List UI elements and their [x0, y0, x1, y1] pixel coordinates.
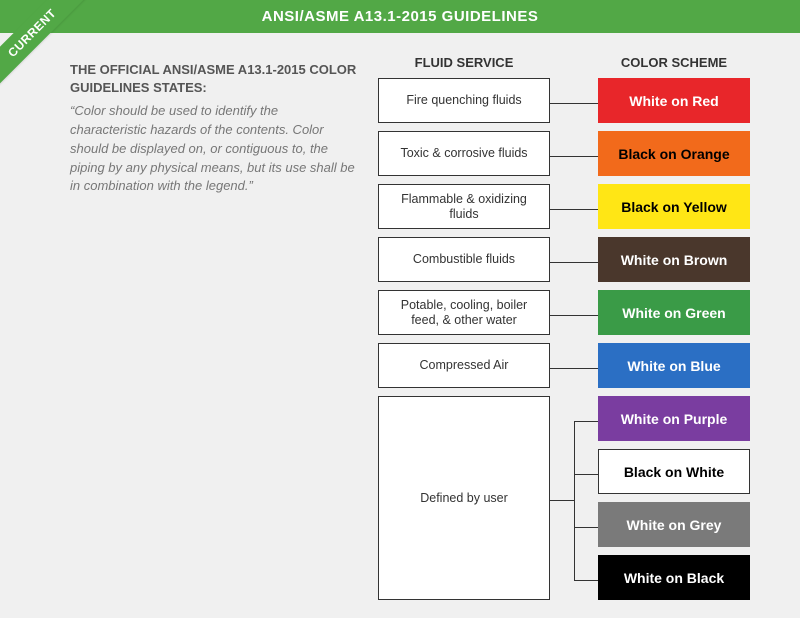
scheme-box: Black on Orange [598, 131, 750, 176]
scheme-box: White on Brown [598, 237, 750, 282]
header-bar: ANSI/ASME A13.1-2015 GUIDELINES [0, 0, 800, 33]
color-scheme-heading: COLOR SCHEME [598, 55, 750, 70]
connector-line [574, 527, 598, 528]
connector-line [574, 474, 598, 475]
connector-line [574, 421, 598, 422]
scheme-box: White on Grey [598, 502, 750, 547]
service-box-user-defined: Defined by user [378, 396, 550, 600]
scheme-box: Black on White [598, 449, 750, 494]
connector-line [574, 580, 598, 581]
intro-block: THE OFFICIAL ANSI/ASME A13.1-2015 COLOR … [70, 55, 368, 600]
header-title: ANSI/ASME A13.1-2015 GUIDELINES [262, 8, 539, 25]
service-box: Flammable & oxidizing fluids [378, 184, 550, 229]
scheme-box: White on Black [598, 555, 750, 600]
intro-quote: “Color should be used to identify the ch… [70, 102, 358, 196]
scheme-box: White on Blue [598, 343, 750, 388]
scheme-box: Black on Yellow [598, 184, 750, 229]
connector-line [574, 421, 575, 580]
connector-line [550, 500, 574, 501]
intro-title: THE OFFICIAL ANSI/ASME A13.1-2015 COLOR … [70, 61, 358, 96]
service-box: Fire quenching fluids [378, 78, 550, 123]
connector-bracket [550, 55, 598, 582]
color-scheme-column: COLOR SCHEME White on Red Black on Orange… [598, 55, 750, 600]
service-box: Toxic & corrosive fluids [378, 131, 550, 176]
scheme-box: White on Purple [598, 396, 750, 441]
scheme-box: White on Green [598, 290, 750, 335]
fluid-service-column: FLUID SERVICE Fire quenching fluids Toxic… [378, 55, 550, 600]
service-list: Fire quenching fluids Toxic & corrosive f… [378, 78, 550, 600]
fluid-service-heading: FLUID SERVICE [378, 55, 550, 70]
scheme-box: White on Red [598, 78, 750, 123]
content-area: THE OFFICIAL ANSI/ASME A13.1-2015 COLOR … [0, 33, 800, 618]
service-box: Potable, cooling, boiler feed, & other w… [378, 290, 550, 335]
mapping-grid: FLUID SERVICE Fire quenching fluids Toxic… [378, 55, 776, 600]
service-box: Combustible fluids [378, 237, 550, 282]
service-box: Compressed Air [378, 343, 550, 388]
scheme-list: White on Red Black on Orange Black on Yell… [598, 78, 750, 600]
